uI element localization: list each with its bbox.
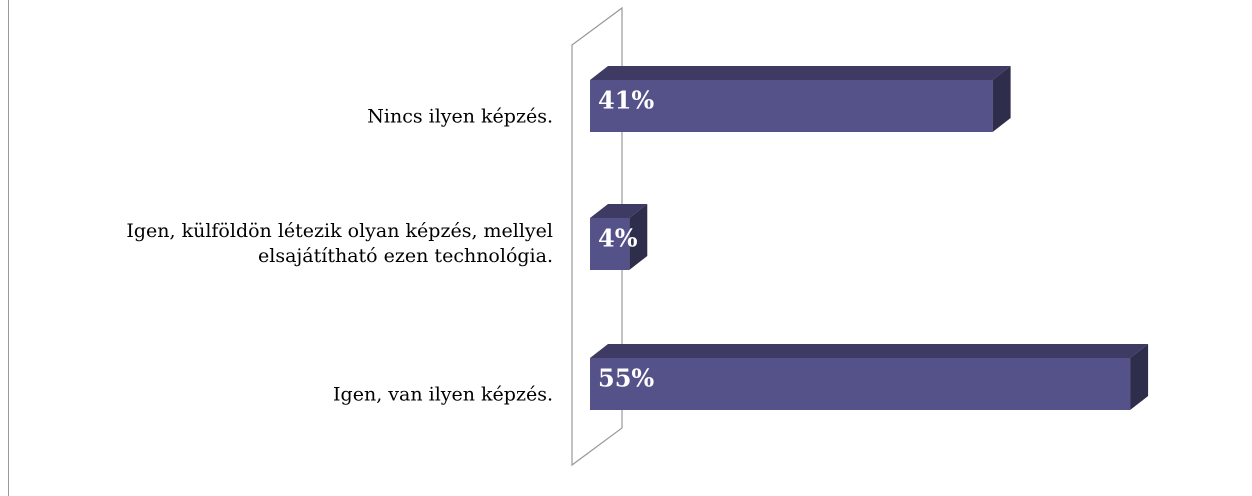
bar <box>590 218 630 270</box>
bar-side <box>1130 344 1149 410</box>
back-plane <box>571 6 623 467</box>
bar-top <box>590 344 1149 358</box>
bar <box>590 358 1131 410</box>
category-label: Igen, van ilyen képzés. <box>333 383 553 406</box>
value-label: 41% <box>598 86 654 115</box>
bar-top <box>590 66 1011 80</box>
bar-side <box>629 204 648 270</box>
bar-top <box>590 204 648 218</box>
value-label: 4% <box>598 224 638 253</box>
category-label: Igen, külföldön létezik olyan képzés, me… <box>126 220 553 267</box>
category-label: Nincs ilyen képzés. <box>367 105 553 128</box>
bar <box>590 80 993 132</box>
bar-side <box>992 66 1011 132</box>
value-label: 55% <box>598 364 654 393</box>
